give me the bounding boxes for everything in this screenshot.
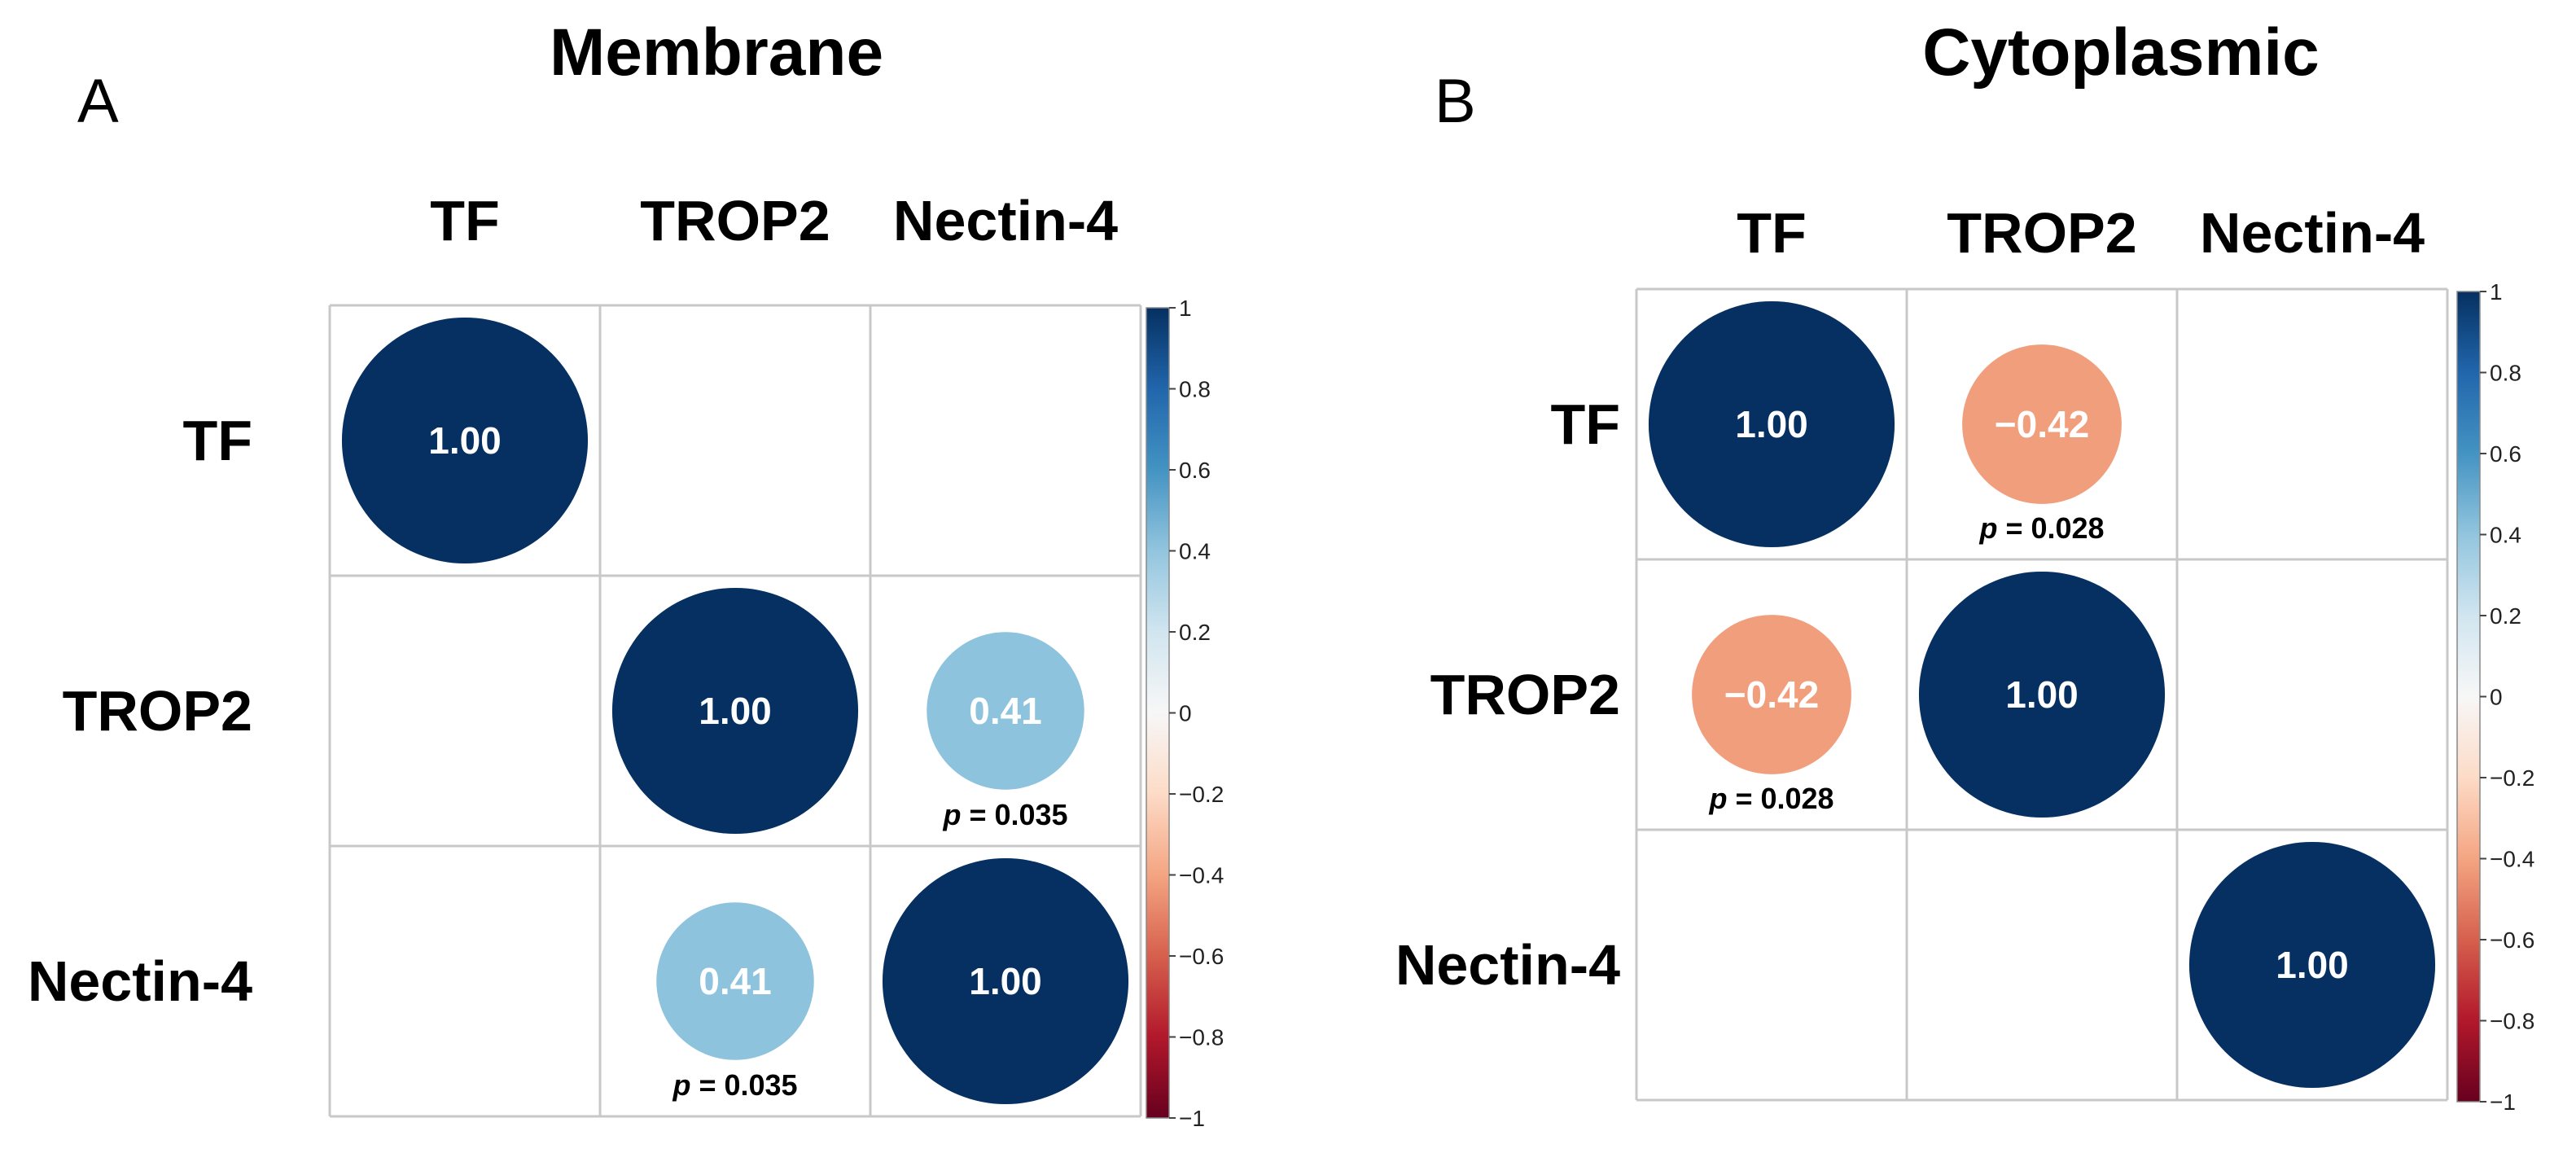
column-label: TROP2 <box>640 189 830 252</box>
p-symbol: p <box>942 798 961 831</box>
panel-a-title: Membrane <box>550 15 883 90</box>
correlation-value-label: 0.41 <box>699 960 772 1002</box>
correlation-value-label: 0.41 <box>969 690 1042 732</box>
column-label: TROP2 <box>1947 201 2136 265</box>
colorbar-tick-label: −0.6 <box>2490 927 2534 953</box>
row-label: TF <box>182 409 252 472</box>
colorbar-tick-label: 0.2 <box>2490 603 2521 629</box>
correlation-value-label: −0.42 <box>1724 673 1819 716</box>
panel-b-cytoplasmic: B Cytoplasmic TF TROP2 Nectin-4 TF TROP2 Nec… <box>1395 15 2534 1115</box>
correlation-circle <box>1692 615 1851 774</box>
colorbar-tick-label: 0.6 <box>1179 458 1211 483</box>
colorbar-tick-label: −0.8 <box>2490 1009 2534 1034</box>
correlation-circle <box>611 587 859 835</box>
colorbar-tick-label: 0 <box>2490 685 2503 710</box>
panel-b-column-labels: TF TROP2 Nectin-4 <box>1737 201 2425 265</box>
column-label: Nectin-4 <box>893 189 1118 252</box>
correlation-value-label: 1.00 <box>969 960 1042 1002</box>
row-label: TROP2 <box>63 679 252 743</box>
colorbar-tick-label: 0.6 <box>2490 441 2521 467</box>
correlation-value-label: 1.00 <box>2005 673 2079 716</box>
panel-a-grid <box>328 304 1142 1118</box>
row-label: TROP2 <box>1430 663 1620 726</box>
panel-b-title: Cytoplasmic <box>1922 15 2320 90</box>
colorbar-tick-label: 0 <box>1179 701 1192 726</box>
p-separator: = <box>1997 511 2031 545</box>
p-value-label: p = 0.028 <box>1978 511 2104 545</box>
colorbar-tick-label: 1 <box>2490 279 2503 305</box>
correlation-circle <box>1918 571 2166 818</box>
colorbar-tick-label: −0.4 <box>1179 863 1224 888</box>
colorbar-tick-label: 0.8 <box>2490 361 2521 386</box>
p-value-label: p = 0.035 <box>672 1068 797 1102</box>
row-label: Nectin-4 <box>1395 933 1620 997</box>
colorbar-tick-label: −0.2 <box>2490 765 2534 791</box>
column-label: TF <box>1737 201 1807 265</box>
colorbar-tick-label: −1 <box>2490 1089 2516 1115</box>
row-label: Nectin-4 <box>28 949 252 1013</box>
correlation-circle <box>927 632 1084 790</box>
colorbar-gradient <box>2456 291 2481 1103</box>
colorbar-tick-label: 0.2 <box>1179 620 1211 645</box>
column-label: Nectin-4 <box>2200 201 2425 265</box>
panel-b-row-labels: TF TROP2 Nectin-4 <box>1395 392 1620 997</box>
panel-b-grid <box>1635 287 2449 1102</box>
p-value-label: p = 0.035 <box>942 798 1067 831</box>
correlation-circle <box>1962 344 2122 504</box>
colorbar-tick-label: 0.4 <box>1179 539 1211 564</box>
colorbar-tick-label: 1 <box>1179 296 1192 321</box>
p-symbol: p <box>1978 511 1997 545</box>
correlation-value-label: 1.00 <box>699 690 772 732</box>
p-value: 0.035 <box>724 1068 797 1102</box>
p-value-label: p = 0.028 <box>1708 782 1833 815</box>
correlation-circle <box>882 857 1129 1105</box>
colorbar-tick-label: −1 <box>1179 1106 1205 1131</box>
correlation-value-label: 1.00 <box>428 419 502 462</box>
panel-a-column-labels: TF TROP2 Nectin-4 <box>430 189 1118 252</box>
p-symbol: p <box>1708 782 1727 815</box>
p-value: 0.028 <box>2031 511 2104 545</box>
correlation-circle <box>1648 300 1895 548</box>
colorbar-tick-label: −0.8 <box>1179 1025 1224 1050</box>
colorbar-tick-label: −0.6 <box>1179 944 1224 969</box>
colorbar-tick-label: 0.4 <box>2490 523 2521 548</box>
panel-a-colorbar: 1 0.8 0.6 0.4 0.2 0 −0.2 −0.4 −0.6 −0.8 −1 <box>1146 296 1224 1131</box>
panel-a-cells: 1.00 1.00 0.41 p = 0.035 0.41 p = 0.035 1.00 <box>341 317 1129 1105</box>
row-label: TF <box>1550 392 1620 456</box>
correlation-circle <box>2188 841 2436 1089</box>
correlation-circle <box>656 902 814 1060</box>
correlation-value-label: −0.42 <box>1995 403 2089 445</box>
panel-a-membrane: A Membrane TF TROP2 Nectin-4 TF TROP2 Nectin… <box>28 15 1224 1131</box>
correlation-value-label: 1.00 <box>1735 403 1808 445</box>
colorbar-gradient <box>1146 307 1170 1119</box>
p-separator: = <box>690 1068 724 1102</box>
colorbar-tick-label: −0.4 <box>2490 847 2534 872</box>
correlation-circle <box>341 317 589 564</box>
correlation-value-label: 1.00 <box>2276 944 2349 986</box>
panel-a-letter: A <box>77 67 119 136</box>
colorbar-tick-label: −0.2 <box>1179 782 1224 807</box>
p-separator: = <box>1727 782 1760 815</box>
panel-b-cells: 1.00 −0.42 p = 0.028 −0.42 p = 0.028 1.00 1.00 <box>1648 300 2436 1089</box>
p-separator: = <box>961 798 994 831</box>
colorbar-tick-label: 0.8 <box>1179 377 1211 402</box>
panel-b-letter: B <box>1435 67 1476 136</box>
panel-a-row-labels: TF TROP2 Nectin-4 <box>28 409 252 1013</box>
p-value: 0.035 <box>994 798 1067 831</box>
p-value: 0.028 <box>1760 782 1833 815</box>
p-symbol: p <box>672 1068 690 1102</box>
panel-b-colorbar: 1 0.8 0.6 0.4 0.2 0 −0.2 −0.4 −0.6 −0.8 −1 <box>2456 279 2534 1115</box>
column-label: TF <box>430 189 500 252</box>
